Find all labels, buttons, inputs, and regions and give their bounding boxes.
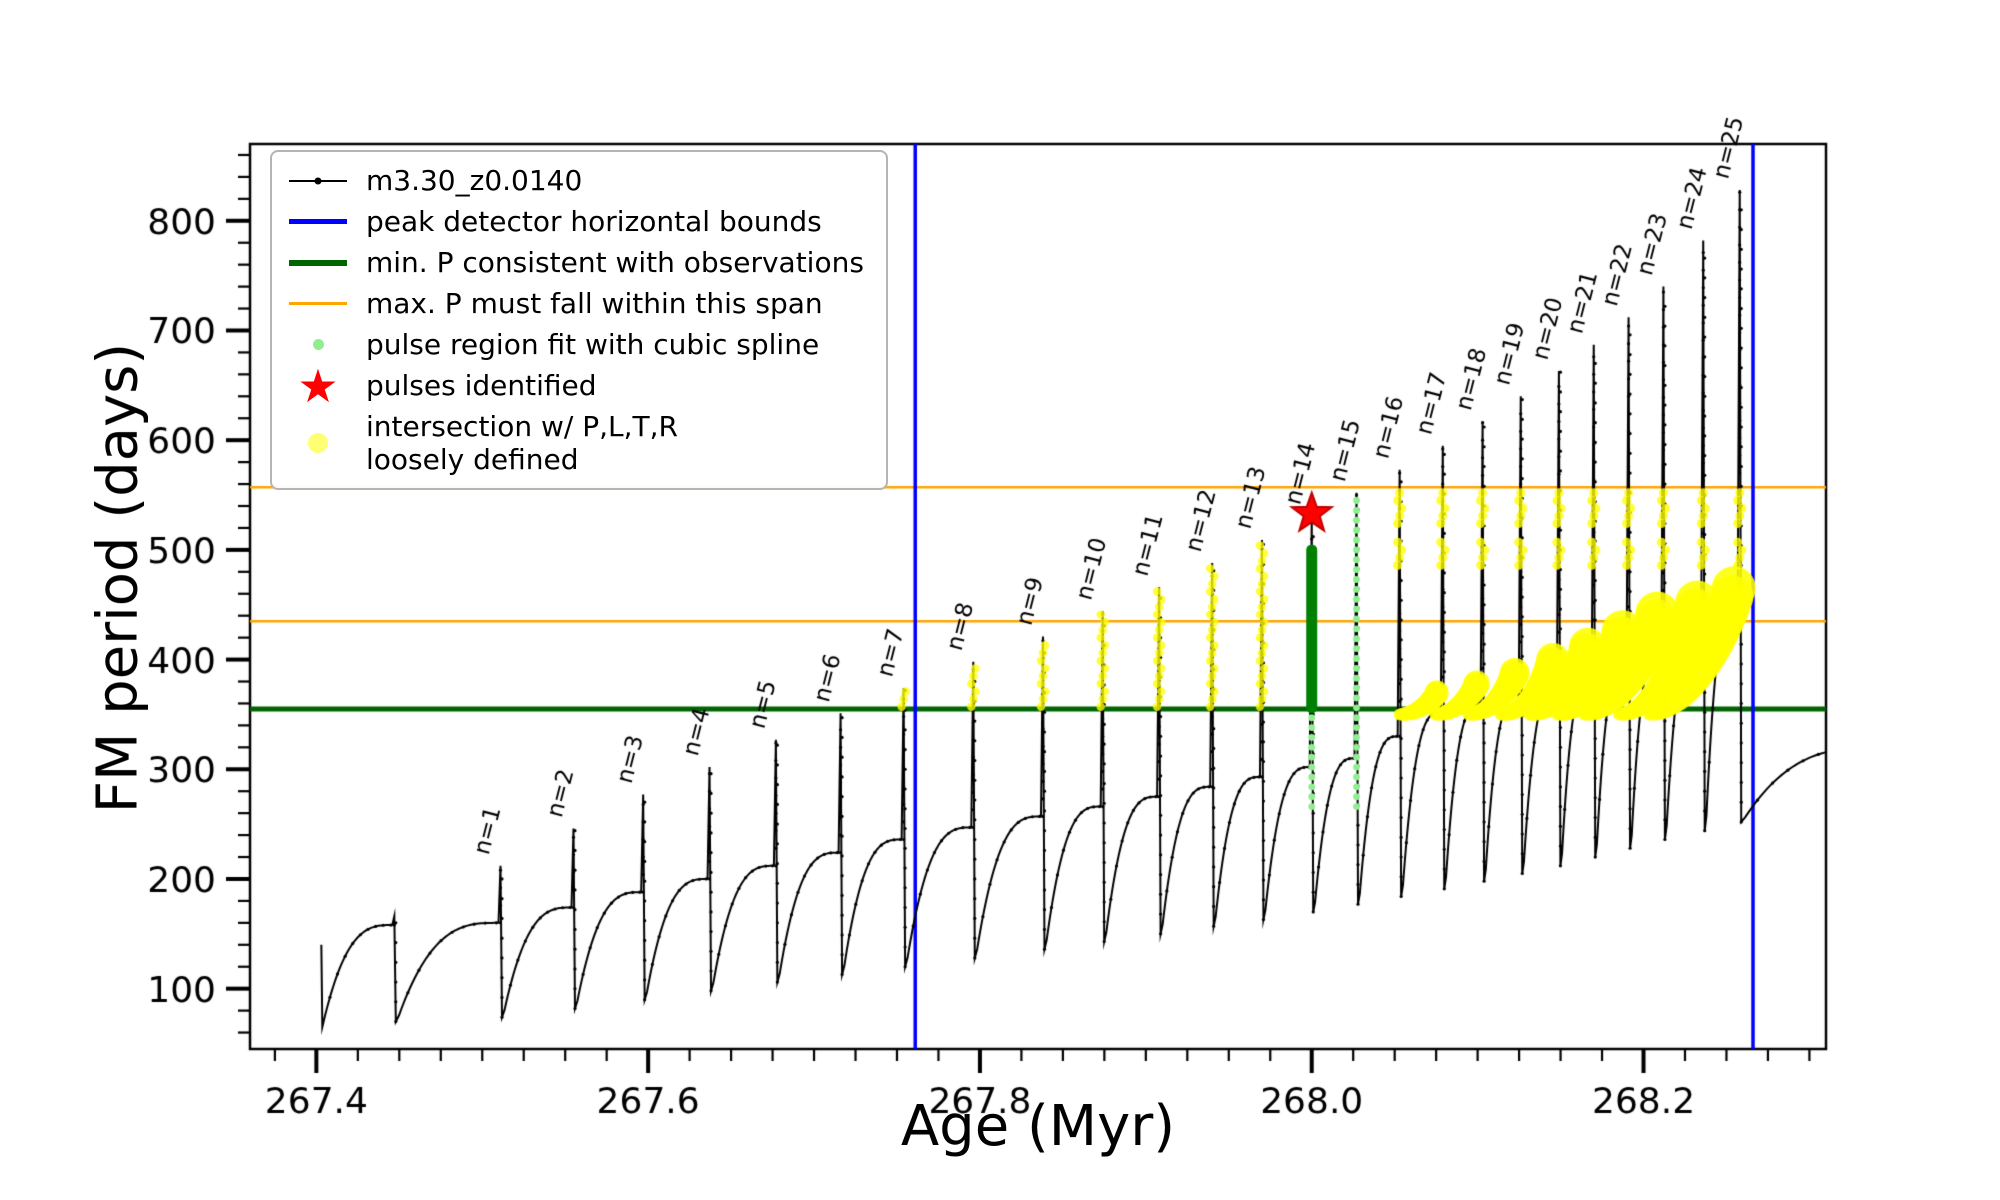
green-dot-icon (286, 339, 350, 351)
series-line-icon (286, 177, 350, 185)
red-star-icon: ★ (297, 358, 339, 413)
legend-item-label: m3.30_z0.0140 (366, 164, 583, 197)
x-axis-label: Age (Myr) (900, 1094, 1176, 1159)
legend-item-label: pulse region fit with cubic spline (366, 328, 820, 362)
legend-item-series: m3.30_z0.0140 (286, 164, 864, 197)
yellow-dot-icon (286, 433, 350, 454)
legend-item-label: min. P consistent with observations (366, 246, 864, 280)
line-swatch (289, 302, 347, 306)
blue-line-icon (286, 219, 350, 225)
marker-dot (314, 177, 322, 185)
dot-swatch (312, 339, 324, 351)
legend-item-label: max. P must fall within this span (366, 287, 823, 321)
legend-item-label: intersection w/ P,L,T,R loosely defined (366, 410, 678, 477)
legend-item-label: peak detector horizontal bounds (366, 205, 822, 239)
y-axis-label: FM period (days) (85, 342, 151, 814)
legend-item-intersection: intersection w/ P,L,T,R loosely defined (286, 410, 864, 476)
legend: m3.30_z0.0140 peak detector horizontal b… (270, 150, 888, 491)
green-line-icon (286, 259, 350, 266)
dot-swatch (308, 433, 328, 454)
legend-item-min-p: min. P consistent with observations (286, 246, 864, 279)
legend-item-peak-bounds: peak detector horizontal bounds (286, 205, 864, 238)
legend-item-max-p-span: max. P must fall within this span (286, 287, 864, 320)
line-swatch (289, 259, 347, 266)
legend-item-spline-fit: pulse region fit with cubic spline (286, 328, 864, 361)
orange-line-icon (286, 302, 350, 306)
legend-item-label: pulses identified (366, 369, 597, 403)
legend-item-pulses: ★ pulses identified (286, 358, 864, 413)
line-swatch (289, 219, 347, 225)
line-swatch (289, 177, 347, 185)
